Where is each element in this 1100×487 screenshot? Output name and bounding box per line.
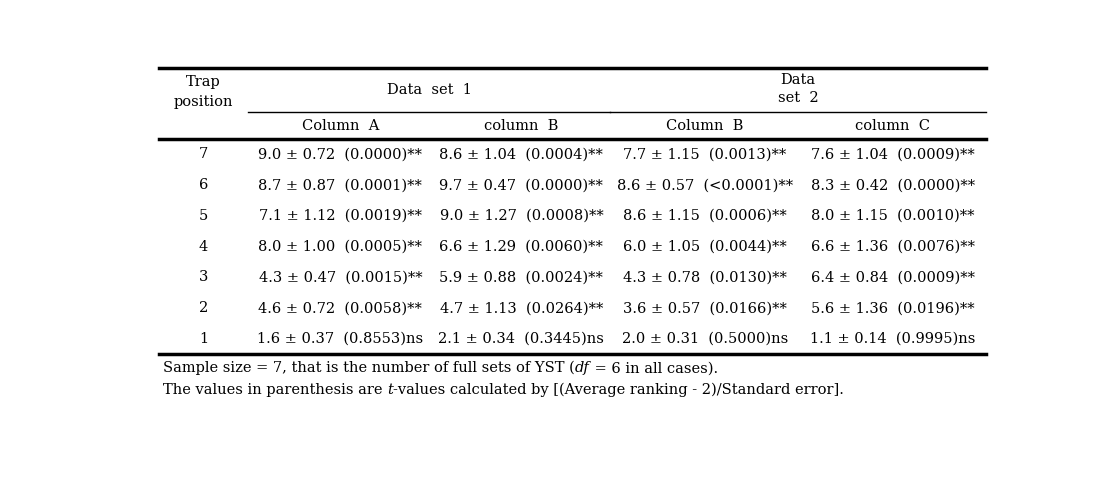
Text: 9.0 ± 1.27  (0.0008)**: 9.0 ± 1.27 (0.0008)**	[440, 209, 603, 223]
Text: Trap: Trap	[186, 75, 221, 89]
Text: 8.0 ± 1.00  (0.0005)**: 8.0 ± 1.00 (0.0005)**	[258, 240, 422, 254]
Text: df: df	[575, 361, 590, 375]
Text: position: position	[174, 94, 233, 109]
Text: 7.7 ± 1.15  (0.0013)**: 7.7 ± 1.15 (0.0013)**	[624, 148, 786, 161]
Text: 7.1 ± 1.12  (0.0019)**: 7.1 ± 1.12 (0.0019)**	[258, 209, 421, 223]
Text: Data  set  1: Data set 1	[387, 83, 472, 97]
Text: = 6 in all cases).: = 6 in all cases).	[590, 361, 717, 375]
Text: 6: 6	[199, 178, 208, 192]
Text: 2.1 ± 0.34  (0.3445)ns: 2.1 ± 0.34 (0.3445)ns	[439, 332, 604, 346]
Text: Sample size = 7, that is the number of full sets of YST (: Sample size = 7, that is the number of f…	[163, 361, 575, 375]
Text: 8.6 ± 0.57  (<0.0001)**: 8.6 ± 0.57 (<0.0001)**	[617, 178, 793, 192]
Text: 4.6 ± 0.72  (0.0058)**: 4.6 ± 0.72 (0.0058)**	[258, 301, 422, 315]
Text: 6.6 ± 1.36  (0.0076)**: 6.6 ± 1.36 (0.0076)**	[811, 240, 975, 254]
Text: 2.0 ± 0.31  (0.5000)ns: 2.0 ± 0.31 (0.5000)ns	[621, 332, 788, 346]
Text: Column  B: Column B	[667, 118, 744, 132]
Text: 8.3 ± 0.42  (0.0000)**: 8.3 ± 0.42 (0.0000)**	[811, 178, 975, 192]
Text: The values in parenthesis are: The values in parenthesis are	[163, 383, 387, 397]
Text: 9.0 ± 0.72  (0.0000)**: 9.0 ± 0.72 (0.0000)**	[258, 148, 422, 161]
Text: 5.6 ± 1.36  (0.0196)**: 5.6 ± 1.36 (0.0196)**	[811, 301, 975, 315]
Text: 8.6 ± 1.04  (0.0004)**: 8.6 ± 1.04 (0.0004)**	[440, 148, 604, 161]
Text: Data: Data	[781, 73, 815, 87]
Text: 4.7 ± 1.13  (0.0264)**: 4.7 ± 1.13 (0.0264)**	[440, 301, 603, 315]
Text: set  2: set 2	[778, 91, 818, 105]
Text: 7: 7	[199, 148, 208, 161]
Text: 2: 2	[199, 301, 208, 315]
Text: 3: 3	[199, 270, 208, 284]
Text: column  B: column B	[484, 118, 559, 132]
Text: 4.3 ± 0.78  (0.0130)**: 4.3 ± 0.78 (0.0130)**	[623, 270, 786, 284]
Text: 7.6 ± 1.04  (0.0009)**: 7.6 ± 1.04 (0.0009)**	[811, 148, 975, 161]
Text: 1.1 ± 0.14  (0.9995)ns: 1.1 ± 0.14 (0.9995)ns	[810, 332, 976, 346]
Text: 6.6 ± 1.29  (0.0060)**: 6.6 ± 1.29 (0.0060)**	[440, 240, 604, 254]
Text: 6.4 ± 0.84  (0.0009)**: 6.4 ± 0.84 (0.0009)**	[811, 270, 975, 284]
Text: 8.6 ± 1.15  (0.0006)**: 8.6 ± 1.15 (0.0006)**	[623, 209, 786, 223]
Text: 8.7 ± 0.87  (0.0001)**: 8.7 ± 0.87 (0.0001)**	[258, 178, 422, 192]
Text: 4.3 ± 0.47  (0.0015)**: 4.3 ± 0.47 (0.0015)**	[258, 270, 422, 284]
Text: Column  A: Column A	[301, 118, 380, 132]
Text: 5.9 ± 0.88  (0.0024)**: 5.9 ± 0.88 (0.0024)**	[440, 270, 604, 284]
Text: -values calculated by [(Average ranking - 2)/Standard error].: -values calculated by [(Average ranking …	[393, 382, 844, 397]
Text: 8.0 ± 1.15  (0.0010)**: 8.0 ± 1.15 (0.0010)**	[811, 209, 975, 223]
Text: t: t	[387, 383, 393, 397]
Text: column  C: column C	[855, 118, 931, 132]
Text: 5: 5	[199, 209, 208, 223]
Text: 1.6 ± 0.37  (0.8553)ns: 1.6 ± 0.37 (0.8553)ns	[257, 332, 424, 346]
Text: 9.7 ± 0.47  (0.0000)**: 9.7 ± 0.47 (0.0000)**	[440, 178, 604, 192]
Text: 1: 1	[199, 332, 208, 346]
Text: 3.6 ± 0.57  (0.0166)**: 3.6 ± 0.57 (0.0166)**	[623, 301, 786, 315]
Text: 6.0 ± 1.05  (0.0044)**: 6.0 ± 1.05 (0.0044)**	[623, 240, 786, 254]
Text: 4: 4	[199, 240, 208, 254]
